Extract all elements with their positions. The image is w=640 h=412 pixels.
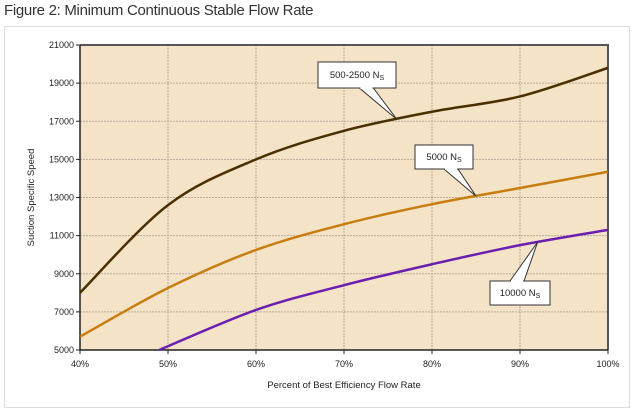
figure-title: Figure 2: Minimum Continuous Stable Flow… bbox=[4, 2, 314, 19]
y-tick-label: 15000 bbox=[49, 154, 74, 164]
y-tick-label: 7000 bbox=[54, 307, 74, 317]
callout-box bbox=[414, 144, 474, 170]
y-tick-label: 11000 bbox=[50, 231, 74, 241]
series-callout-0: 500-2500 NS bbox=[317, 61, 398, 120]
series-label: 5000 NS bbox=[426, 152, 462, 164]
callout-box bbox=[489, 280, 551, 306]
series-name: 5000 N bbox=[426, 152, 457, 163]
callout-box bbox=[317, 61, 397, 89]
x-tick-label: 100% bbox=[596, 359, 619, 369]
y-tick-label: 9000 bbox=[54, 269, 74, 279]
series-subscript: S bbox=[457, 157, 462, 164]
y-tick-label: 17000 bbox=[49, 116, 74, 126]
series-label: 10000 NS bbox=[500, 288, 541, 300]
x-tick-label: 50% bbox=[159, 359, 177, 369]
series-line-2 bbox=[158, 228, 609, 352]
series-subscript: S bbox=[536, 293, 541, 300]
y-tick-label: 21000 bbox=[49, 40, 74, 50]
series-callout-2: 10000 NS bbox=[489, 241, 551, 306]
x-tick-label: 70% bbox=[335, 359, 353, 369]
series-line-1 bbox=[79, 170, 609, 338]
series-subscript: S bbox=[379, 75, 384, 82]
series-line-0 bbox=[79, 66, 609, 294]
series-name: 500-2500 N bbox=[330, 70, 380, 81]
x-tick-label: 90% bbox=[511, 359, 529, 369]
x-tick-label: 60% bbox=[247, 359, 265, 369]
y-tick-label: 5000 bbox=[54, 345, 74, 355]
y-tick-label: 13000 bbox=[49, 193, 74, 203]
y-axis-label: Suction Specific Speed bbox=[26, 149, 37, 247]
series-label: 500-2500 NS bbox=[330, 70, 385, 82]
y-tick-label: 19000 bbox=[49, 78, 74, 88]
x-tick-label: 40% bbox=[71, 359, 89, 369]
chart-frame bbox=[4, 26, 630, 408]
x-axis-label: Percent of Best Efficiency Flow Rate bbox=[267, 380, 420, 391]
series-callout-1: 5000 NS bbox=[414, 144, 477, 197]
x-tick-label: 80% bbox=[423, 359, 441, 369]
series-name: 10000 N bbox=[500, 288, 536, 299]
